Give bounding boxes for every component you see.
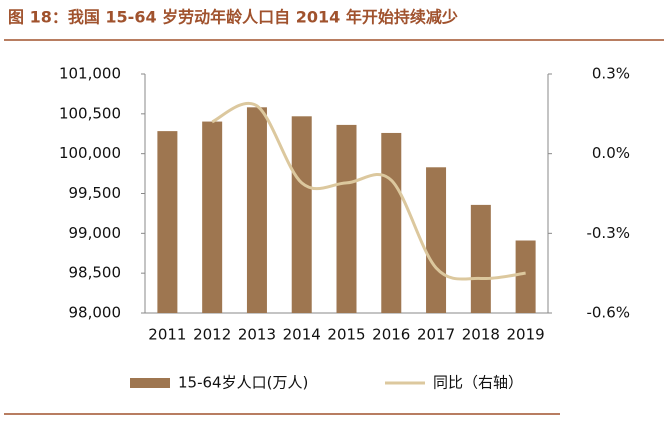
x-tick-label: 2013 xyxy=(238,326,276,344)
line xyxy=(211,102,526,281)
x-tick-label: 2012 xyxy=(193,326,231,344)
chart-title: 图 18：我国 15-64 岁劳动年龄人口自 2014 年开始持续减少 xyxy=(8,8,458,27)
bar xyxy=(515,240,536,313)
bar xyxy=(291,116,312,313)
bar xyxy=(426,167,447,313)
y2-tick-label: -0.6% xyxy=(586,304,630,322)
y-tick-label: 100,500 xyxy=(59,104,121,122)
y2-tick-label: 0.0% xyxy=(592,144,630,162)
y2-tick-label: -0.3% xyxy=(586,224,630,242)
legend-label: 同比（右轴） xyxy=(433,374,523,392)
x-tick-label: 2018 xyxy=(462,326,500,344)
x-tick-label: 2015 xyxy=(327,326,365,344)
bar xyxy=(246,107,267,314)
legend-swatch xyxy=(130,378,170,388)
y-tick-label: 101,000 xyxy=(59,65,121,83)
y-tick-label: 98,500 xyxy=(69,264,122,282)
bar xyxy=(381,132,402,313)
bar xyxy=(336,124,357,313)
bar xyxy=(202,121,223,313)
x-tick-label: 2011 xyxy=(148,326,186,344)
x-tick-label: 2017 xyxy=(417,326,455,344)
x-tick-label: 2016 xyxy=(372,326,410,344)
x-tick-label: 2019 xyxy=(507,326,545,344)
bar xyxy=(157,131,178,313)
bar xyxy=(470,204,491,313)
y2-tick-label: 0.3% xyxy=(592,65,630,83)
y-tick-label: 99,500 xyxy=(69,184,122,202)
y-tick-label: 99,000 xyxy=(69,224,122,242)
y-tick-label: 100,000 xyxy=(59,144,121,162)
y-tick-label: 98,000 xyxy=(69,304,122,322)
x-tick-label: 2014 xyxy=(283,326,321,344)
legend-label: 15-64岁人口(万人) xyxy=(178,374,308,392)
